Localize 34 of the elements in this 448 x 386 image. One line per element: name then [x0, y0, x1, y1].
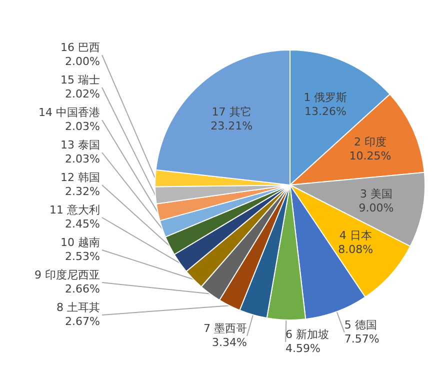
- slice-label: 2 印度: [354, 136, 387, 149]
- slice-label: 7 墨西哥: [204, 322, 248, 335]
- slice-label: 1 俄罗斯: [304, 90, 348, 104]
- slice-label: 4 日本: [339, 229, 372, 242]
- data-label: 9.00%: [358, 201, 394, 214]
- data-label: 2.66%: [65, 282, 100, 296]
- data-label: 23.21%: [210, 120, 253, 133]
- slice-label: 13 泰国: [60, 138, 100, 152]
- data-label: 3.34%: [212, 336, 248, 349]
- slice-label: 11 意大利: [50, 204, 100, 216]
- data-label: 13.26%: [304, 104, 346, 118]
- data-label: 7.57%: [344, 332, 380, 346]
- slice-label: 10 越南: [60, 236, 100, 249]
- slice-label: 14 中国香港: [38, 106, 100, 119]
- data-label: 2.00%: [65, 55, 100, 68]
- data-label: 2.45%: [65, 218, 100, 230]
- data-label: 2.67%: [65, 315, 100, 328]
- slice-label: 17 其它: [212, 106, 252, 119]
- slice-label: 15 瑞士: [60, 74, 100, 86]
- data-label: 2.03%: [65, 120, 100, 133]
- data-label: 2.32%: [65, 185, 100, 198]
- slice-label: 5 德国: [344, 318, 377, 332]
- data-label: 2.03%: [65, 152, 100, 166]
- data-label: 8.08%: [338, 243, 374, 256]
- slice-label: 3 美国: [360, 187, 392, 200]
- data-label: 2.53%: [65, 250, 100, 263]
- slice-label: 9 印度尼西亚: [34, 268, 100, 282]
- slice-label: 16 巴西: [60, 41, 100, 54]
- data-label: 4.59%: [286, 342, 321, 355]
- slice-label: 6 新加坡: [286, 328, 330, 341]
- data-label: 10.25%: [349, 150, 392, 163]
- slice-label: 12 韩国: [60, 171, 100, 184]
- data-label: 2.02%: [65, 88, 100, 100]
- slice-label: 8 土耳其: [56, 301, 100, 314]
